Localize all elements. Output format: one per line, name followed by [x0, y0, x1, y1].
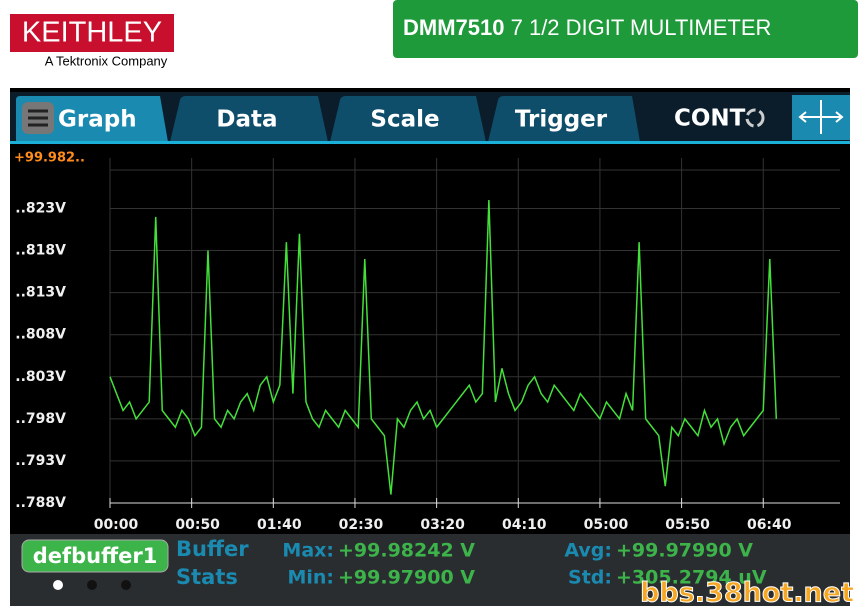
stat-label: Std: [568, 567, 612, 589]
y-tick-label: ..793V [15, 453, 66, 469]
data-line [109, 200, 778, 495]
trigger-mode[interactable]: CONT [674, 106, 746, 132]
tab-bg [488, 96, 640, 142]
top-label: +99.982.. [14, 151, 85, 166]
brand-sub: A Tektronix Company [45, 53, 168, 68]
stat-value: +99.97900 V [338, 567, 475, 589]
buffer-name: defbuffer1 [33, 544, 158, 568]
page-dot [121, 580, 131, 590]
move-icon [798, 100, 844, 134]
page-dot [87, 580, 97, 590]
y-tick-label: ..788V [15, 495, 66, 511]
tab-bg [16, 96, 168, 142]
stat-label: Min: [287, 567, 334, 589]
x-tick-label: 05:00 [584, 517, 629, 533]
x-tick-label: 00:00 [94, 517, 139, 533]
menu-icon [28, 109, 48, 127]
stat-value: +305.2794 uV [616, 567, 767, 589]
tab-bg [170, 96, 328, 142]
stats-title: Buffer [176, 537, 249, 561]
x-tick-label: 05:50 [665, 517, 710, 533]
tab-bg [330, 96, 486, 142]
stat-value: +99.98242 V [338, 540, 475, 562]
y-tick-label: ..818V [15, 243, 66, 259]
tab-underline [10, 141, 850, 144]
y-tick-label: ..798V [15, 411, 66, 427]
stat-label: Avg: [564, 540, 612, 562]
model-box [393, 0, 858, 58]
buffer-button[interactable] [21, 539, 169, 573]
y-tick-label: ..803V [15, 369, 66, 385]
stat-label: Max: [282, 540, 334, 562]
watermark: bbs.38hot.net [640, 578, 854, 609]
tab[interactable]: Data [216, 107, 277, 133]
y-tick-label: ..813V [15, 285, 66, 301]
y-tick-label: ..823V [15, 200, 66, 216]
stat-value: +99.97990 V [616, 540, 753, 562]
x-tick-label: 04:10 [502, 517, 547, 533]
x-tick-label: 01:40 [257, 517, 302, 533]
logo-box [10, 14, 174, 52]
x-tick-label: 00:50 [175, 517, 220, 533]
brand: KEITHLEY [22, 17, 162, 49]
plot: ..788V ..793V ..798V ..803V ..808V ..813V ..81… [15, 158, 840, 533]
tab[interactable]: Scale [370, 107, 439, 133]
x-tick-label: 03:20 [420, 517, 465, 533]
model-title: DMM7510 7 1/2 DIGIT MULTIMETER [403, 15, 771, 40]
model: DMM7510 [403, 15, 504, 40]
y-tick-label: ..808V [15, 327, 66, 343]
x-tick-label: 02:30 [339, 517, 384, 533]
refresh-icon [745, 108, 765, 128]
tab[interactable]: Trigger [515, 107, 608, 133]
display [10, 88, 850, 606]
tab[interactable]: Graph [58, 107, 137, 133]
x-tick-label: 06:40 [747, 517, 792, 533]
stats-title: Stats [176, 565, 238, 589]
page-dot [53, 580, 63, 590]
model-desc: 7 1/2 DIGIT MULTIMETER [511, 15, 772, 40]
